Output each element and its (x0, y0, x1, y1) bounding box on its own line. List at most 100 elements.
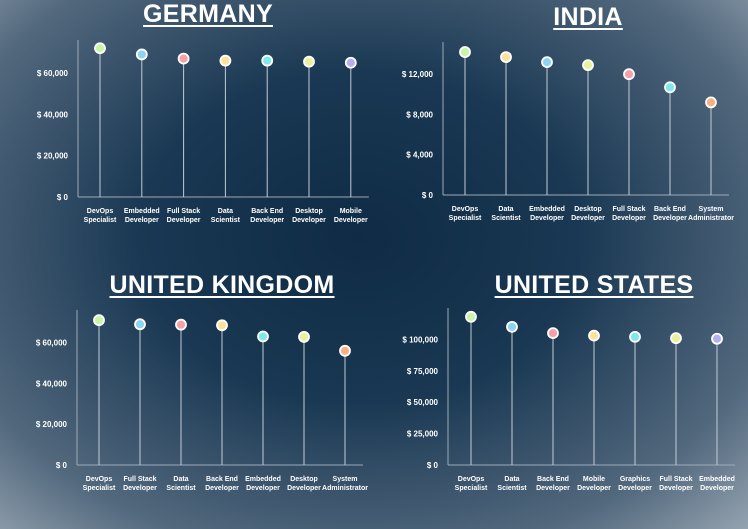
x-tick-label: Back End (251, 208, 283, 215)
data-point (175, 318, 187, 331)
x-tick-label: Desktop (295, 208, 323, 215)
data-point (547, 327, 559, 340)
x-tick-label: Mobile (583, 476, 605, 483)
x-tick-label: Developer (334, 217, 368, 224)
data-point (582, 59, 594, 72)
x-tick-label: Developer (618, 485, 652, 492)
data-point (629, 330, 641, 343)
data-point (93, 314, 105, 327)
data-point (94, 42, 106, 55)
x-tick-label: Full Stack (659, 476, 692, 483)
y-tick-label: $ 0 (56, 461, 68, 470)
x-tick-label: Data (218, 208, 233, 215)
x-tick-label: Developer (536, 485, 570, 492)
data-point (216, 319, 228, 332)
y-tick-label: $ 0 (427, 461, 439, 470)
chart-title: UNITED STATES (494, 271, 694, 299)
x-tick-label: Developer (167, 217, 201, 224)
data-point (711, 332, 723, 345)
x-tick-label: Embedded (124, 208, 160, 215)
x-tick-label: Developer (246, 485, 280, 492)
data-point (500, 51, 512, 63)
x-tick-label: Data (173, 476, 188, 483)
x-tick-label: Embedded (245, 476, 281, 483)
x-tick-label: Full Stack (612, 206, 645, 213)
data-point (664, 81, 676, 94)
x-tick-label: Developer (125, 217, 159, 224)
y-tick-label: $ 50,000 (407, 398, 439, 407)
chart-title: GERMANY (143, 0, 273, 28)
data-point (623, 68, 635, 81)
x-tick-label: Developer (700, 485, 734, 492)
x-tick-label: DevOps (458, 476, 485, 483)
chart-title: UNITED KINGDOM (109, 271, 335, 299)
data-point (588, 329, 600, 342)
data-point (177, 52, 190, 65)
x-tick-label: Data (498, 206, 513, 213)
x-tick-label: Developer (530, 215, 564, 222)
y-tick-label: $ 40,000 (37, 110, 69, 119)
y-tick-label: $ 0 (422, 191, 434, 200)
data-point (541, 56, 553, 69)
y-tick-label: $ 40,000 (36, 379, 68, 388)
x-tick-label: Developer (292, 217, 326, 224)
x-tick-label: Developer (659, 485, 693, 492)
x-tick-label: System (699, 206, 724, 213)
x-tick-label: Specialist (455, 485, 488, 492)
data-point (257, 330, 269, 343)
y-tick-label: $ 20,000 (36, 420, 68, 429)
x-tick-label: Administrator (688, 215, 734, 222)
x-tick-label: DevOps (86, 476, 113, 483)
y-tick-label: $ 25,000 (407, 430, 439, 439)
data-point (261, 54, 274, 67)
x-tick-label: Developer (653, 215, 687, 222)
x-tick-label: Back End (206, 476, 238, 483)
x-tick-label: Developer (577, 485, 611, 492)
data-point (465, 310, 477, 323)
x-tick-label: Scientist (491, 215, 521, 222)
x-tick-label: Graphics (620, 476, 650, 483)
y-tick-label: $ 75,000 (407, 367, 439, 376)
x-tick-label: Back End (537, 476, 569, 483)
data-point (219, 54, 232, 67)
y-tick-label: $ 60,000 (37, 69, 69, 78)
data-point (303, 55, 315, 68)
data-point (134, 318, 146, 331)
y-tick-label: $ 12,000 (402, 70, 434, 79)
data-point (670, 332, 682, 345)
x-tick-label: Developer (612, 215, 646, 222)
x-tick-label: Full Stack (167, 208, 200, 215)
data-point (459, 46, 471, 58)
y-tick-label: $ 60,000 (36, 339, 68, 348)
x-tick-label: Mobile (340, 208, 362, 215)
x-tick-label: DevOps (452, 206, 479, 213)
data-point (506, 320, 518, 333)
x-tick-label: Embedded (699, 476, 735, 483)
x-tick-label: Administrator (322, 485, 368, 492)
x-tick-label: DevOps (87, 208, 114, 215)
data-point (344, 56, 357, 69)
y-tick-label: $ 100,000 (402, 335, 438, 344)
x-tick-label: Back End (654, 206, 686, 213)
chart-title: INDIA (553, 3, 623, 31)
data-point (135, 48, 148, 61)
x-tick-label: Specialist (449, 215, 482, 222)
x-tick-label: Developer (287, 485, 321, 492)
x-tick-label: System (333, 476, 358, 483)
data-point (705, 96, 717, 109)
x-tick-label: Embedded (529, 206, 565, 213)
y-tick-label: $ 20,000 (37, 152, 69, 161)
x-tick-label: Full Stack (123, 476, 156, 483)
x-tick-label: Scientist (211, 217, 241, 224)
x-tick-label: Scientist (166, 485, 196, 492)
x-tick-label: Data (504, 476, 519, 483)
x-tick-label: Developer (571, 215, 605, 222)
x-tick-label: Desktop (290, 476, 318, 483)
y-tick-label: $ 4,000 (406, 151, 433, 160)
x-tick-label: Desktop (574, 206, 602, 213)
data-point (298, 331, 310, 343)
